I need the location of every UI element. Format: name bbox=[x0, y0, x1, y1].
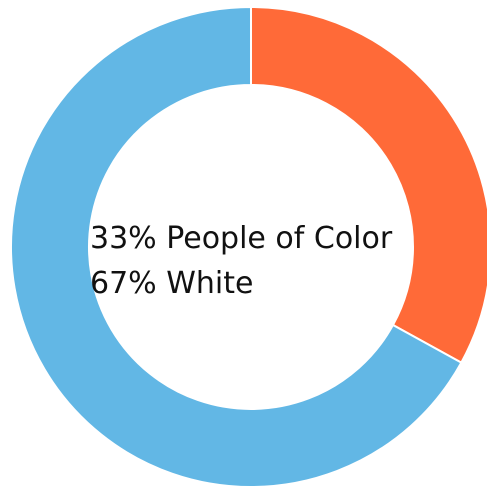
center-label-people-of-color: 33% People of Color bbox=[90, 221, 393, 256]
donut-center-label: 33% People of Color 67% White bbox=[90, 216, 392, 306]
slice-white bbox=[10, 5, 463, 488]
donut-slices bbox=[10, 5, 487, 488]
center-label-white: 67% White bbox=[90, 266, 254, 301]
slice-people-of-color bbox=[250, 5, 487, 364]
